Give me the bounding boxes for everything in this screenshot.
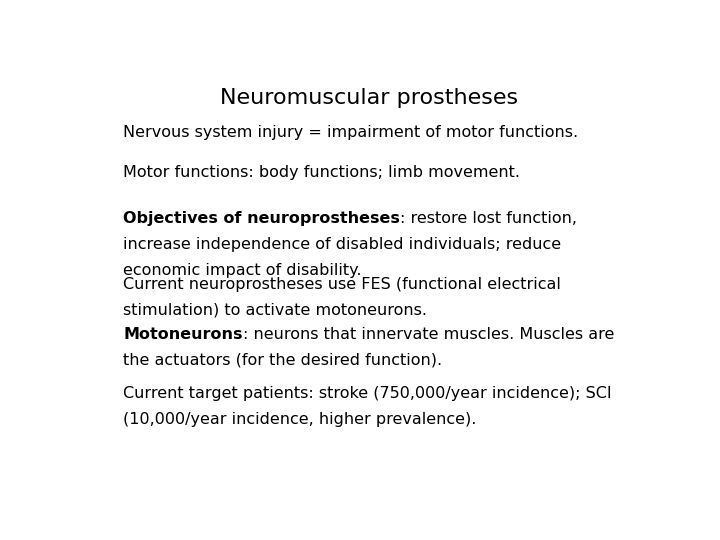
Text: stimulation) to activate motoneurons.: stimulation) to activate motoneurons. [124,302,428,318]
Text: : neurons that innervate muscles. Muscles are: : neurons that innervate muscles. Muscle… [243,327,614,342]
Text: economic impact of disability.: economic impact of disability. [124,263,362,278]
Text: the actuators (for the desired function).: the actuators (for the desired function)… [124,353,443,368]
Text: Neuromuscular prostheses: Neuromuscular prostheses [220,87,518,107]
Text: : restore lost function,: : restore lost function, [400,211,577,226]
Text: increase independence of disabled individuals; reduce: increase independence of disabled indivi… [124,237,562,252]
Text: (10,000/year incidence, higher prevalence).: (10,000/year incidence, higher prevalenc… [124,411,477,427]
Text: Current neuroprostheses use FES (functional electrical: Current neuroprostheses use FES (functio… [124,277,562,292]
Text: Motoneurons: Motoneurons [124,327,243,342]
Text: Current target patients: stroke (750,000/year incidence); SCI: Current target patients: stroke (750,000… [124,386,612,401]
Text: Motor functions: body functions; limb movement.: Motor functions: body functions; limb mo… [124,165,521,180]
Text: Objectives of neuroprostheses: Objectives of neuroprostheses [124,211,400,226]
Text: Nervous system injury = impairment of motor functions.: Nervous system injury = impairment of mo… [124,125,579,140]
